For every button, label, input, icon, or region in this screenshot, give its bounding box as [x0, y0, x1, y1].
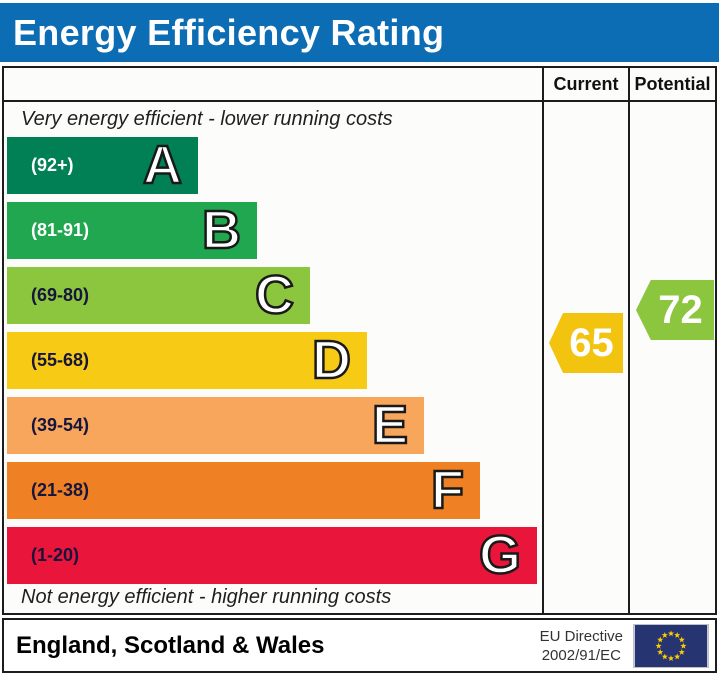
band-bar: (39-54) E	[7, 395, 424, 455]
eu-flag-icon	[633, 624, 709, 668]
band-row-c: (69-80) C	[7, 265, 537, 325]
band-range-label: (81-91)	[31, 220, 90, 240]
column-header-current: Current	[553, 73, 619, 94]
column-divider-potential	[628, 68, 630, 613]
band-bar: (1-20) G	[7, 525, 537, 585]
eu-directive-line1: EU Directive	[539, 627, 623, 645]
eu-directive-label: EU Directive 2002/91/EC	[540, 620, 623, 671]
note-very-efficient: Very energy efficient - lower running co…	[21, 108, 393, 130]
footer-bar: England, Scotland & Wales EU Directive 2…	[2, 618, 717, 673]
band-range-label: (55-68)	[31, 350, 90, 370]
region-label: England, Scotland & Wales	[16, 631, 325, 659]
rating-bands: (92+) A (81-91) B (69-80) C (55-68) D (3…	[7, 135, 537, 592]
band-letter: G	[478, 525, 523, 585]
band-letter: E	[371, 395, 410, 455]
band-row-f: (21-38) F	[7, 460, 537, 520]
band-bar: (92+) A	[7, 135, 198, 195]
column-header-potential: Potential	[634, 73, 711, 94]
band-letter: C	[254, 265, 296, 325]
eu-directive-line2: 2002/91/EC	[541, 646, 621, 664]
band-letter: D	[311, 330, 353, 390]
column-divider-current	[542, 68, 544, 613]
page-title: Energy Efficiency Rating	[13, 11, 445, 53]
band-range-label: (21-38)	[31, 480, 90, 500]
band-row-d: (55-68) D	[7, 330, 537, 390]
band-letter: F	[430, 460, 466, 520]
title-bar: Energy Efficiency Rating	[0, 3, 719, 62]
band-bar: (81-91) B	[7, 200, 257, 260]
band-bar: (55-68) D	[7, 330, 367, 390]
band-row-e: (39-54) E	[7, 395, 537, 455]
band-row-b: (81-91) B	[7, 200, 537, 260]
note-not-efficient: Not energy efficient - higher running co…	[21, 586, 392, 608]
table-header-row: Current Potential	[4, 68, 715, 102]
potential-rating-arrow: 72	[636, 280, 714, 340]
band-letter: B	[201, 200, 243, 260]
band-letter: A	[142, 135, 184, 195]
band-bar: (21-38) F	[7, 460, 480, 520]
band-row-a: (92+) A	[7, 135, 537, 195]
current-rating-arrow: 65	[549, 313, 623, 373]
band-range-label: (69-80)	[31, 285, 90, 305]
band-range-label: (1-20)	[31, 545, 80, 565]
band-range-label: (92+)	[31, 155, 74, 175]
band-row-g: (1-20) G	[7, 525, 537, 585]
band-range-label: (39-54)	[31, 415, 90, 435]
band-bar: (69-80) C	[7, 265, 310, 325]
potential-rating-value: 72	[658, 287, 703, 332]
current-rating-value: 65	[569, 320, 614, 365]
